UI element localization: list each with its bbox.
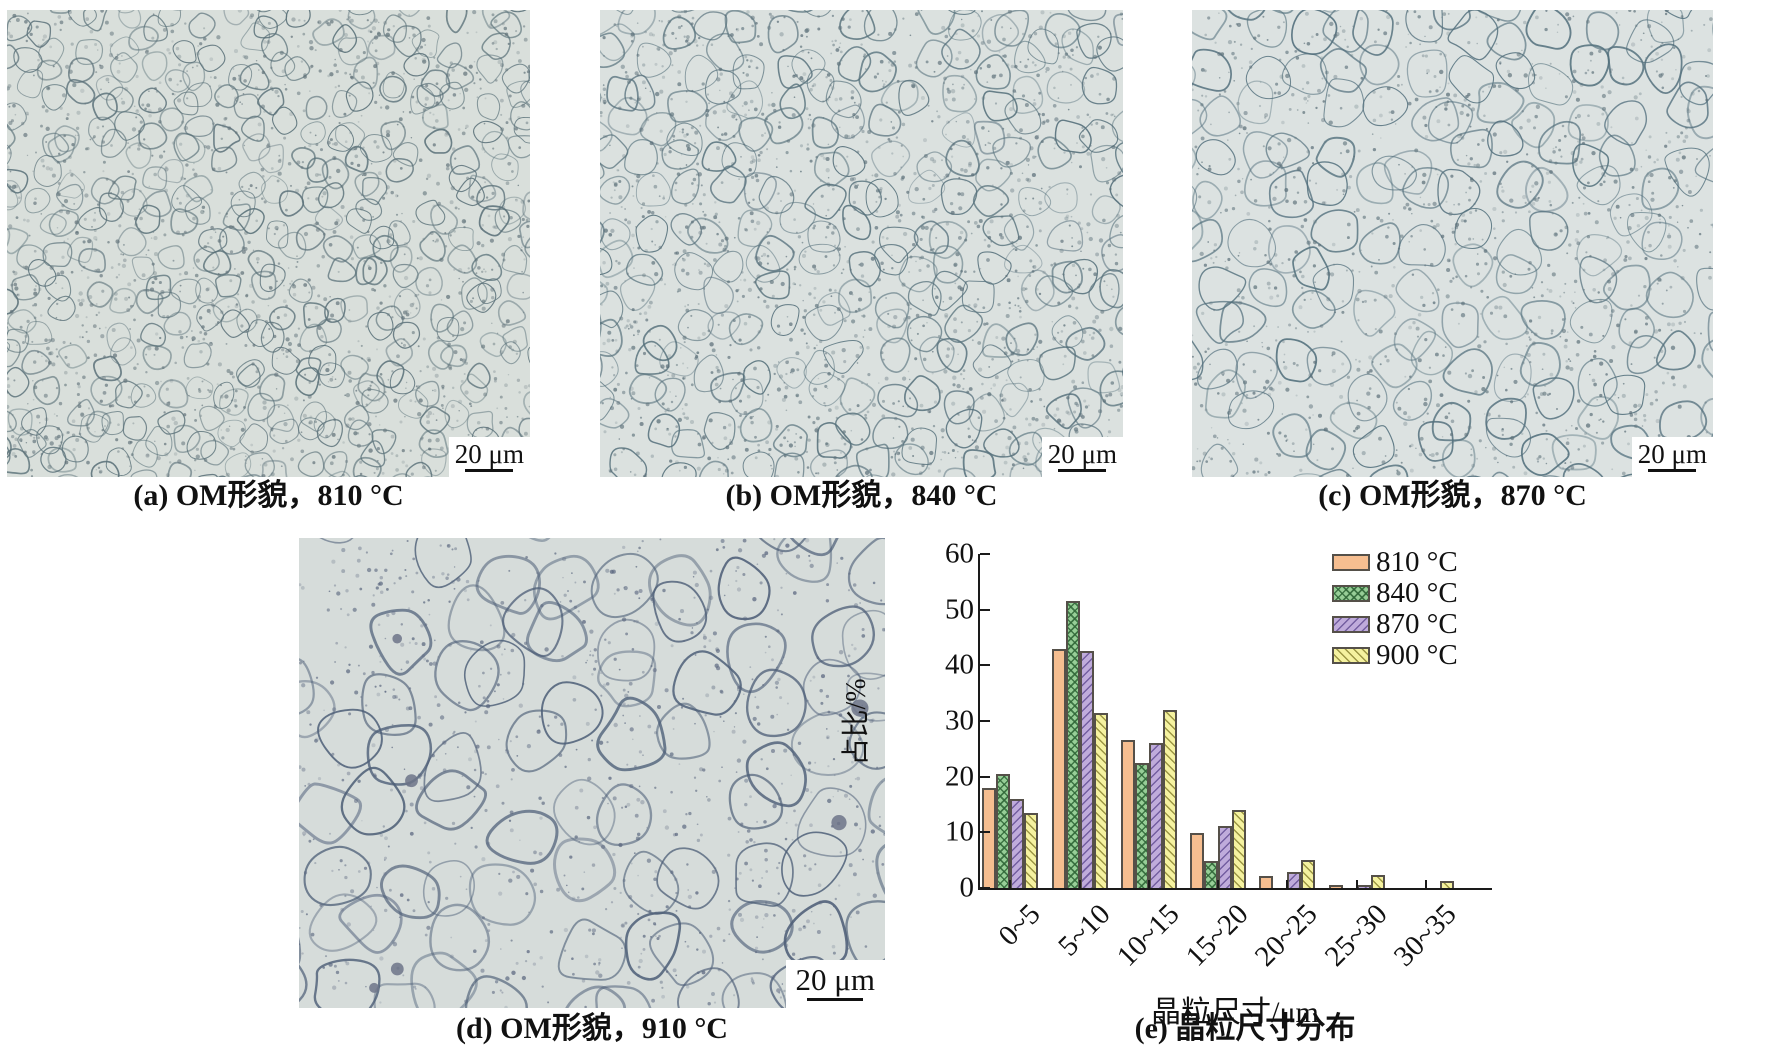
x-tick-0~5 [1009, 880, 1012, 888]
x-tick-label-25~30: 25~30 [1318, 898, 1394, 973]
y-tick-60 [980, 553, 990, 555]
x-tick-20~25 [1286, 880, 1289, 888]
legend-label: 810 °C [1376, 546, 1458, 578]
legend-label: 870 °C [1376, 608, 1458, 640]
bar-870°C-25~30 [1356, 884, 1371, 888]
scalebar-label: 20 μm [1637, 438, 1707, 469]
x-axis-title: 晶粒尺寸/μm [1151, 996, 1319, 1029]
x-tick-5~10 [1078, 880, 1081, 888]
bar-870°C-15~20 [1218, 825, 1233, 888]
y-tick-30 [980, 720, 990, 722]
y-tick-10 [980, 831, 990, 834]
micrograph-910C: 20 μm [299, 538, 885, 1008]
y-tick-40 [980, 664, 990, 667]
y-tick-label-0: 0 [959, 871, 975, 904]
x-tick-label-30~35: 30~35 [1387, 898, 1463, 973]
legend-item-840°C: 840 °C [1332, 578, 1458, 609]
bar-870°C-20~25 [1287, 871, 1302, 888]
bar-810°C-25~30 [1328, 885, 1343, 888]
y-tick-label-30: 30 [945, 704, 974, 737]
micrograph-870C: 20 μm [1192, 10, 1713, 477]
scalebar-label: 20 μm [1047, 438, 1117, 469]
x-tick-25~30 [1355, 880, 1358, 888]
grain-size-distribution-chart: 0 10 20 30 40 50 60 0~5 5~10 10~15 15~20 20~25 25~3… [841, 535, 1580, 1029]
caption-panel-c: (c) OM形貌，870 °C [1318, 479, 1587, 512]
bar-900°C-15~20 [1232, 810, 1247, 888]
bar-900°C-0~5 [1024, 812, 1039, 888]
y-tick-50 [980, 608, 990, 611]
y-tick-label-20: 20 [945, 760, 974, 793]
legend-item-870°C: 870 °C [1332, 609, 1458, 640]
bar-840°C-10~15 [1134, 762, 1149, 888]
legend-swatch-icon [1332, 647, 1370, 664]
y-tick-label-60: 60 [945, 537, 974, 570]
micrograph-texture-b [600, 10, 1123, 477]
bar-870°C-5~10 [1079, 651, 1094, 888]
caption-panel-d: (d) OM形貌，910 °C [456, 1012, 728, 1045]
micrograph-texture-c [1192, 10, 1713, 477]
bar-810°C-0~5 [982, 787, 997, 888]
y-tick-label-10: 10 [945, 815, 974, 848]
bar-840°C-5~10 [1065, 601, 1080, 888]
bar-810°C-20~25 [1259, 875, 1274, 888]
x-tick-label-5~10: 5~10 [1051, 898, 1117, 963]
y-axis [978, 554, 980, 890]
y-axis-title: 占比/% [841, 678, 872, 766]
scalebar-c: 20 μm [1631, 436, 1713, 477]
micrograph-840C: 20 μm [600, 10, 1123, 477]
legend-swatch-icon [1332, 554, 1370, 571]
bar-900°C-5~10 [1093, 712, 1108, 888]
x-tick-label-10~15: 10~15 [1110, 898, 1186, 973]
x-tick-15~20 [1217, 880, 1220, 888]
y-tick-0 [980, 887, 990, 889]
chart-legend: 810 °C 840 °C 870 °C 900 °C [1332, 547, 1458, 671]
scalebar-label: 20 μm [795, 962, 875, 998]
x-tick-30~35 [1425, 880, 1427, 888]
y-tick-label-50: 50 [945, 593, 974, 626]
x-axis [978, 888, 1492, 890]
x-tick-label-15~20: 15~20 [1179, 898, 1255, 973]
bar-870°C-0~5 [1010, 798, 1025, 888]
legend-label: 840 °C [1376, 577, 1458, 609]
scalebar-d: 20 μm [785, 960, 885, 1008]
scalebar-line [807, 998, 864, 1001]
scalebar-b: 20 μm [1041, 436, 1123, 477]
legend-item-900°C: 900 °C [1332, 640, 1458, 671]
scalebar-a: 20 μm [448, 436, 530, 477]
legend-swatch-icon [1332, 616, 1370, 633]
legend-label: 900 °C [1376, 639, 1458, 671]
micrograph-810C: 20 μm [7, 10, 530, 477]
bar-810°C-10~15 [1120, 740, 1135, 888]
bar-870°C-10~15 [1148, 743, 1163, 888]
legend-swatch-icon [1332, 585, 1370, 602]
caption-panel-e: (e) 晶粒尺寸分布 [1134, 1012, 1356, 1045]
plot-area: 0 10 20 30 40 50 60 0~5 5~10 10~15 15~20 20~25 25~3… [945, 539, 1492, 973]
caption-panel-a: (a) OM形貌，810 °C [133, 479, 404, 512]
legend-item-810°C: 810 °C [1332, 547, 1458, 578]
micrograph-texture-d [299, 538, 885, 1008]
x-tick-label-20~25: 20~25 [1249, 898, 1325, 973]
scalebar-line [1648, 469, 1697, 472]
bar-840°C-15~20 [1204, 861, 1219, 888]
scalebar-label: 20 μm [454, 438, 524, 469]
bar-810°C-5~10 [1051, 648, 1066, 888]
caption-panel-b: (b) OM形貌，840 °C [725, 479, 998, 512]
micrograph-texture-a [7, 10, 530, 477]
bar-840°C-0~5 [996, 773, 1011, 888]
bar-900°C-25~30 [1370, 874, 1385, 888]
x-tick-label-0~5: 0~5 [992, 898, 1047, 953]
y-tick-label-40: 40 [945, 648, 974, 681]
x-tick-10~15 [1147, 880, 1150, 888]
scalebar-line [465, 469, 514, 472]
bar-810°C-15~20 [1190, 833, 1205, 888]
bar-900°C-20~25 [1301, 860, 1316, 888]
bar-900°C-30~35 [1440, 880, 1454, 888]
scalebar-line [1058, 469, 1107, 472]
y-tick-20 [980, 775, 990, 778]
bar-900°C-10~15 [1162, 709, 1177, 888]
